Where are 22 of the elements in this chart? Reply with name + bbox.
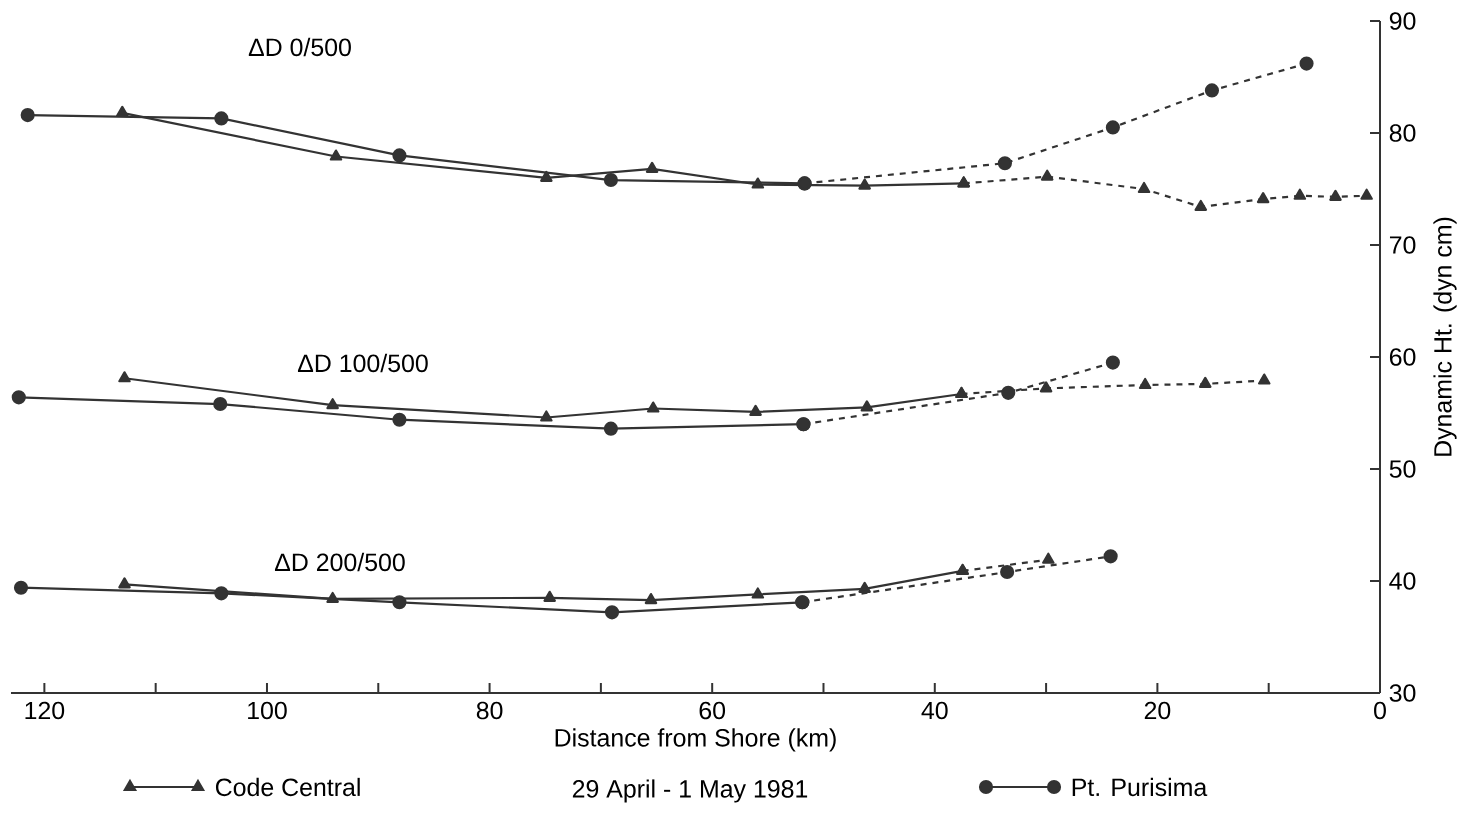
x-tick-label: 100 [248, 701, 287, 720]
x-tick-label: 20 [1144, 701, 1171, 720]
legend-label: Code Central [215, 777, 360, 797]
x-tick-label: 0 [1374, 701, 1386, 720]
y-tick-label: 60 [1389, 348, 1416, 366]
x-tick-label: 120 [25, 701, 65, 720]
x-axis-title: Distance from Shore (km) [555, 728, 836, 752]
annotation: ΔD 200/500 [274, 552, 405, 572]
x-tick-label: 60 [699, 701, 726, 720]
x-tick-label: 80 [476, 701, 503, 720]
annotation: ΔD 100/500 [297, 353, 428, 373]
y-tick-label: 50 [1389, 460, 1416, 478]
y-tick-label: 80 [1389, 124, 1416, 142]
legend-label: Pt. Purisima [1072, 777, 1208, 797]
y-tick-label: 30 [1389, 684, 1416, 702]
y-tick-label: 70 [1389, 236, 1416, 254]
y-tick-label: 90 [1389, 12, 1416, 30]
y-axis-title: Dynamic Ht. (dyn cm) [1433, 217, 1457, 456]
x-tick-label: 40 [921, 701, 948, 720]
text: 29 April - 1 May 1981 [572, 779, 808, 803]
annotation: ΔD 0/500 [248, 37, 351, 57]
y-tick-label: 40 [1389, 572, 1416, 590]
